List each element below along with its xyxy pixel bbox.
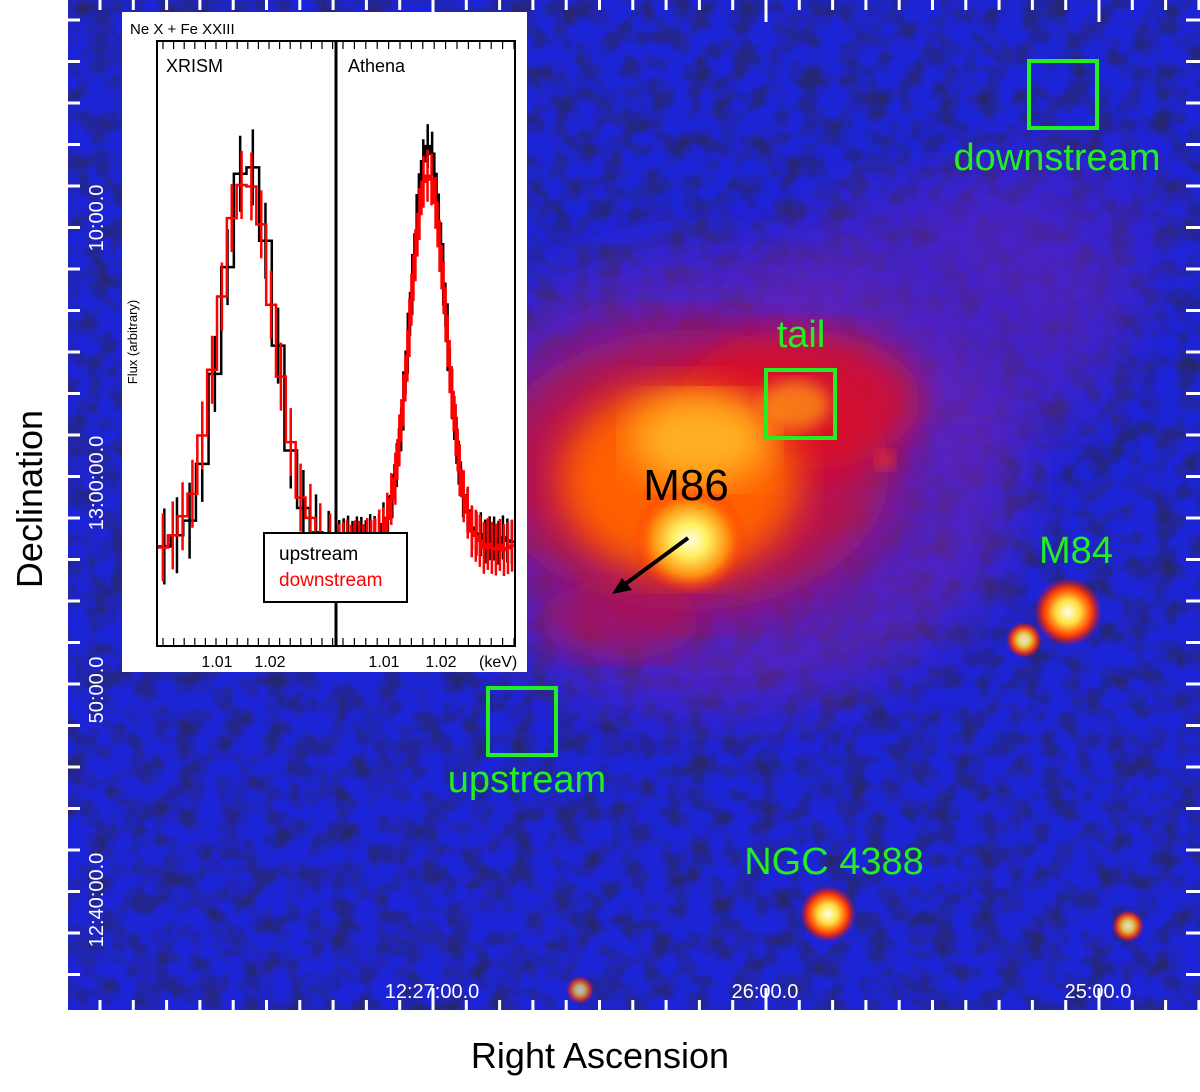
legend: upstream downstream	[263, 532, 408, 603]
axis-ticks	[68, 0, 1200, 1010]
m84-label: M84	[1039, 530, 1113, 572]
dec-tick-label: 10:00.0	[86, 185, 108, 252]
tail-label: tail	[777, 314, 826, 356]
spectrum-step-line	[158, 183, 335, 549]
spectrum-step-line	[158, 166, 335, 551]
upstream-region-box	[486, 686, 558, 757]
x-tick-label: 1.01	[368, 654, 399, 671]
downstream-label: downstream	[954, 137, 1161, 179]
inset-spectrum: Ne X + Fe XXIII XRISM Athena Flux (arbit…	[122, 12, 527, 672]
ngc4388-label: NGC 4388	[744, 841, 924, 883]
motion-arrow	[612, 536, 690, 594]
x-tick-label: 1.02	[425, 654, 456, 671]
downstream-region-box	[1027, 59, 1099, 130]
x-tick-label: 1.01	[201, 654, 232, 671]
panel-label-xrism: XRISM	[166, 56, 223, 76]
upstream-label: upstream	[448, 759, 606, 801]
dec-tick-label: 12:40:00.0	[86, 853, 108, 948]
panel-label-athena: Athena	[348, 56, 406, 76]
ra-tick-label: 12:27:00.0	[385, 981, 480, 1003]
legend-upstream: upstream	[279, 544, 358, 565]
ra-tick-label: 26:00.0	[732, 981, 799, 1003]
inset-title: Ne X + Fe XXIII	[130, 21, 235, 38]
ra-tick-label: 25:00.0	[1065, 981, 1132, 1003]
m86-label: M86	[643, 461, 729, 510]
inset-ylabel: Flux (arbitrary)	[125, 300, 140, 385]
legend-downstream: downstream	[279, 570, 383, 591]
x-unit-label: (keV)	[479, 654, 517, 671]
x-tick-label: 1.02	[254, 654, 285, 671]
y-axis-title: Declination	[9, 409, 50, 589]
x-axis-title: Right Ascension	[470, 1035, 730, 1076]
dec-tick-label: 50:00.0	[86, 657, 108, 724]
tail-region-box	[764, 368, 837, 440]
dec-tick-label: 13:00:00.0	[86, 436, 108, 531]
